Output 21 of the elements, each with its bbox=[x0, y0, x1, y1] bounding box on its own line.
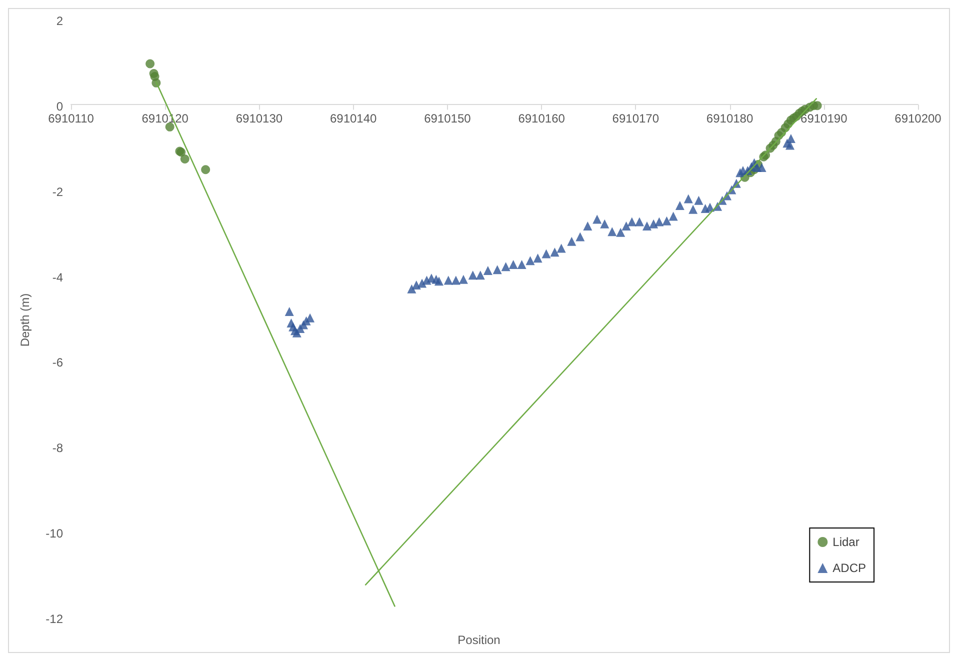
legend-label: Lidar bbox=[832, 535, 860, 549]
y-tick-label: -4 bbox=[52, 270, 64, 284]
y-axis-title: Depth (m) bbox=[18, 293, 32, 347]
legend-label: ADCP bbox=[832, 561, 866, 575]
x-tick-label: 6910160 bbox=[518, 112, 566, 126]
y-tick-label: -2 bbox=[52, 184, 64, 199]
x-tick-label: 6910110 bbox=[48, 112, 94, 126]
y-tick-label: -6 bbox=[52, 356, 64, 370]
y-tick-label: -10 bbox=[46, 526, 64, 541]
x-tick-label: 6910140 bbox=[330, 112, 378, 126]
x-tick-label: 6910190 bbox=[800, 112, 848, 126]
x-tick-label: 6910200 bbox=[894, 112, 942, 126]
x-tick-label: 6910130 bbox=[236, 112, 283, 126]
x-tick-label: 6910150 bbox=[424, 112, 472, 126]
x-tick-label: 6910170 bbox=[612, 112, 660, 126]
y-tick-label: 2 bbox=[56, 14, 64, 28]
x-axis-title: Position bbox=[458, 633, 500, 647]
y-tick-label: 0 bbox=[56, 99, 64, 114]
x-tick-label: 6910180 bbox=[706, 112, 754, 126]
y-tick-label: -8 bbox=[52, 441, 64, 456]
y-tick-label: -12 bbox=[46, 612, 64, 626]
